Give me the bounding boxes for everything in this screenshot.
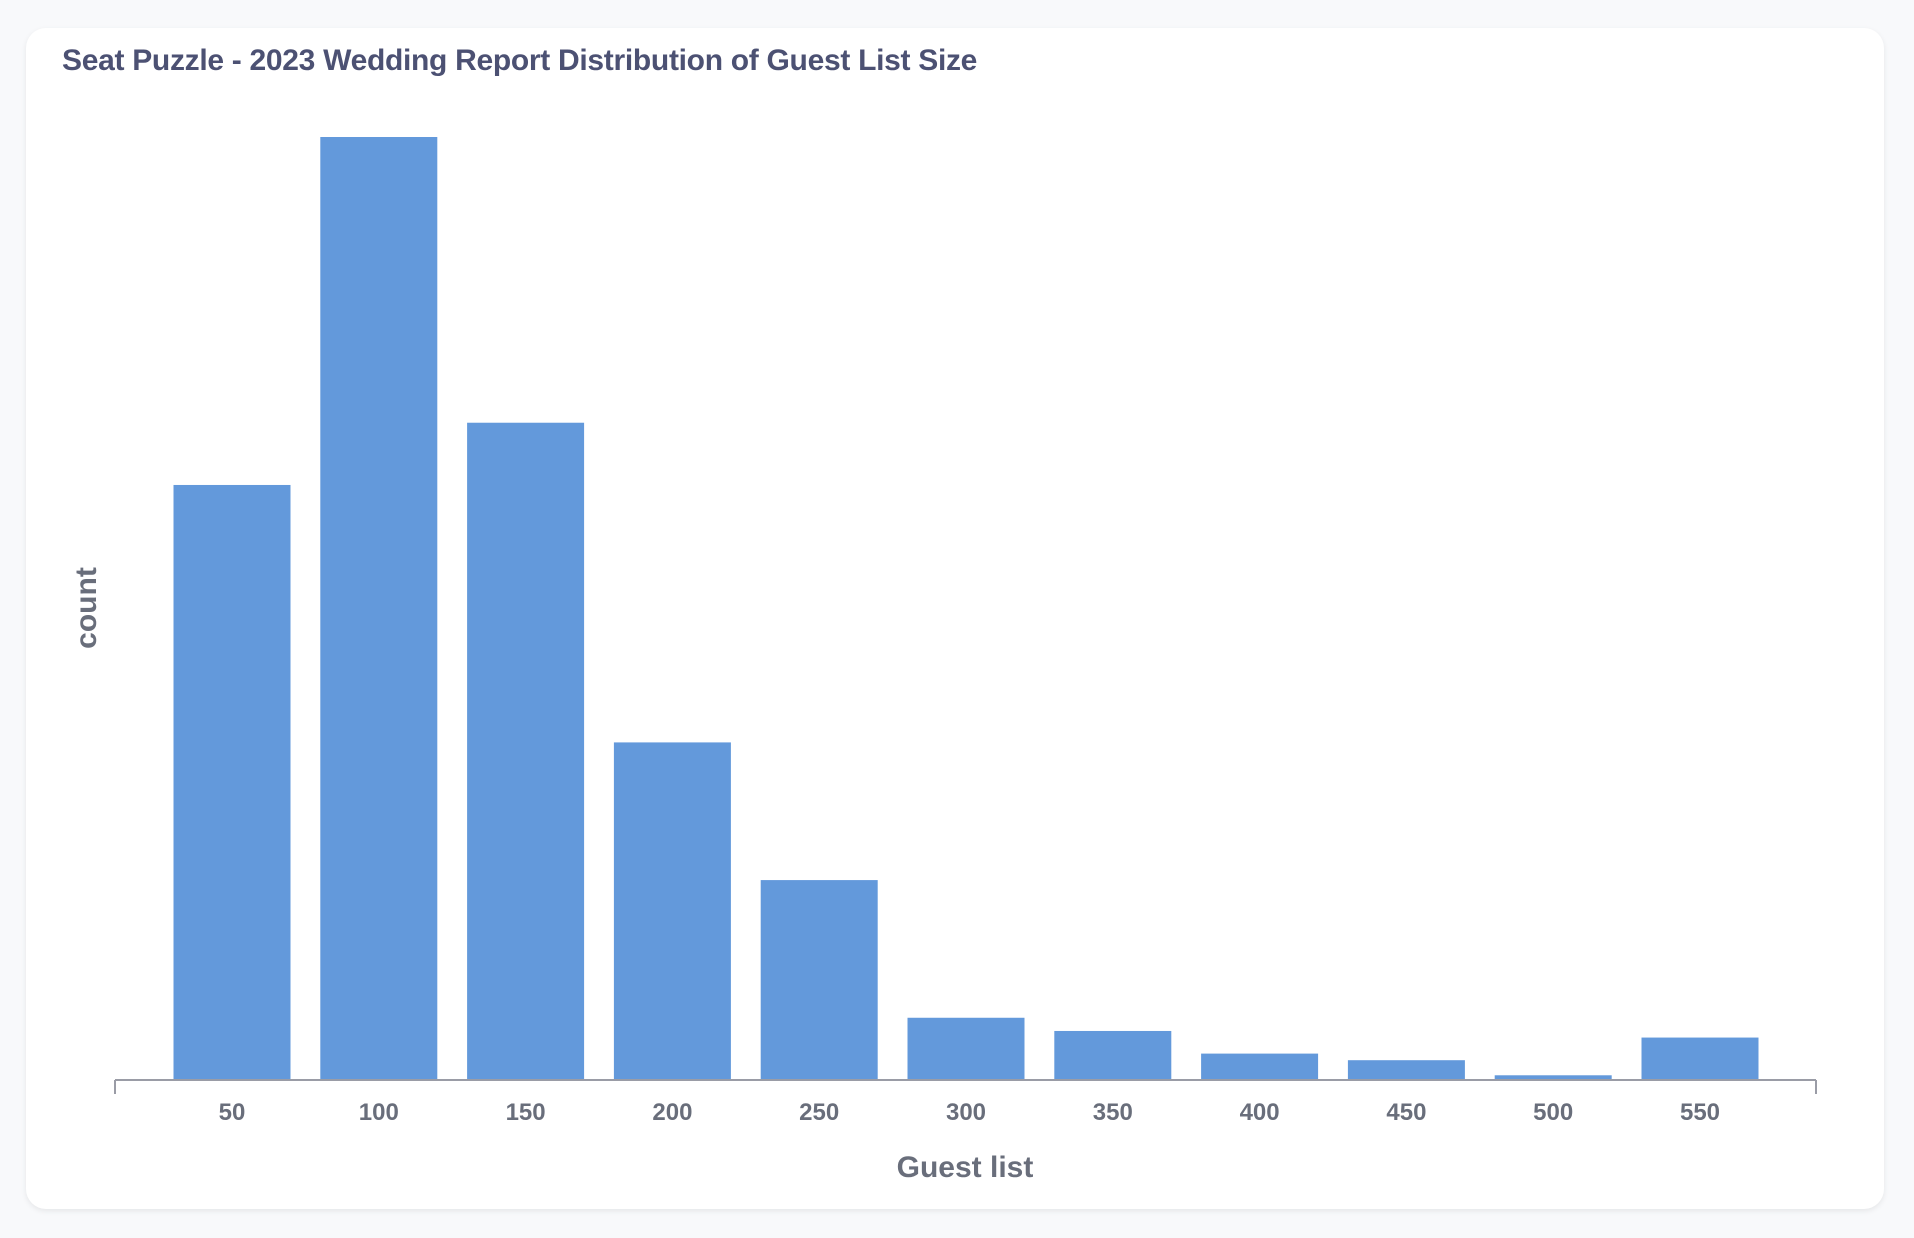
x-axis	[114, 1079, 1817, 1094]
x-tick-label: 50	[219, 1099, 246, 1126]
bars-group	[173, 137, 1759, 1080]
bar-300[interactable]	[907, 1017, 1025, 1080]
bar-150[interactable]	[467, 422, 585, 1080]
x-tick-label: 500	[1533, 1099, 1573, 1126]
bar-350[interactable]	[1054, 1030, 1172, 1080]
x-tick-labels: 50 100 150 200 250 300 350 400 450 500 550	[219, 1099, 1720, 1126]
bar-50[interactable]	[173, 484, 291, 1080]
x-tick-label: 400	[1240, 1099, 1280, 1126]
x-tick-label: 150	[506, 1099, 546, 1126]
y-axis-label: count	[70, 567, 103, 649]
x-tick-label: 200	[652, 1099, 692, 1126]
bar-500[interactable]	[1494, 1075, 1612, 1080]
x-tick-label: 450	[1386, 1099, 1426, 1126]
x-tick-label: 350	[1093, 1099, 1133, 1126]
x-tick-label: 300	[946, 1099, 986, 1126]
x-axis-label: Guest list	[897, 1151, 1034, 1184]
bar-250[interactable]	[760, 880, 878, 1080]
chart-title: Seat Puzzle - 2023 Wedding Report Distri…	[62, 44, 978, 77]
x-tick-label: 100	[359, 1099, 399, 1126]
bar-400[interactable]	[1201, 1053, 1319, 1080]
bar-100[interactable]	[320, 137, 438, 1080]
bar-200[interactable]	[613, 742, 731, 1080]
bar-550[interactable]	[1641, 1037, 1759, 1080]
x-tick-label: 550	[1680, 1099, 1720, 1126]
x-tick-label: 250	[799, 1099, 839, 1126]
bar-450[interactable]	[1347, 1060, 1465, 1080]
